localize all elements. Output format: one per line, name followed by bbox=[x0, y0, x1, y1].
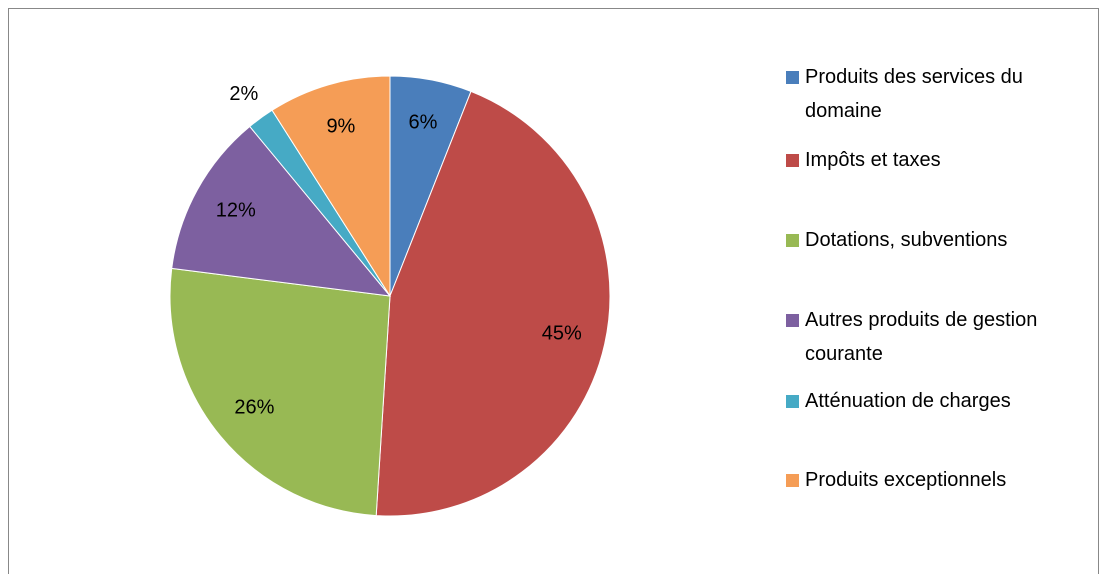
data-label: 6% bbox=[409, 111, 438, 133]
data-label: 2% bbox=[229, 83, 258, 105]
legend-item: Dotations, subventions bbox=[786, 223, 1086, 257]
legend-swatch bbox=[786, 314, 799, 327]
legend-label: Atténuation de charges bbox=[805, 390, 1011, 412]
data-label: 9% bbox=[326, 115, 355, 137]
legend-item: Produits des services du domaine bbox=[786, 60, 1086, 128]
legend-swatch bbox=[786, 154, 799, 167]
legend-item: Autres produits de gestion courante bbox=[786, 303, 1086, 371]
pie-slice bbox=[169, 267, 391, 517]
legend-label: Dotations, subventions bbox=[805, 229, 1008, 251]
data-label: 12% bbox=[216, 199, 256, 221]
pie-slice bbox=[375, 90, 611, 517]
legend-item: Atténuation de charges bbox=[786, 384, 1086, 418]
legend-label: Produits des services du domaine bbox=[805, 66, 1023, 122]
chart-border bbox=[8, 8, 1099, 574]
legend-swatch bbox=[786, 71, 799, 84]
legend-swatch bbox=[786, 474, 799, 487]
data-label: 45% bbox=[542, 323, 582, 345]
legend-label: Autres produits de gestion courante bbox=[805, 309, 1038, 365]
legend-label: Produits exceptionnels bbox=[805, 469, 1007, 491]
legend-swatch bbox=[786, 395, 799, 408]
legend-item: Impôts et taxes bbox=[786, 143, 1086, 177]
pie-slice bbox=[171, 125, 392, 297]
legend-item: Produits exceptionnels bbox=[786, 463, 1086, 497]
legend-label: Impôts et taxes bbox=[805, 149, 941, 171]
pie-slice bbox=[271, 75, 391, 298]
data-label: 26% bbox=[234, 396, 274, 418]
legend-swatch bbox=[786, 234, 799, 247]
